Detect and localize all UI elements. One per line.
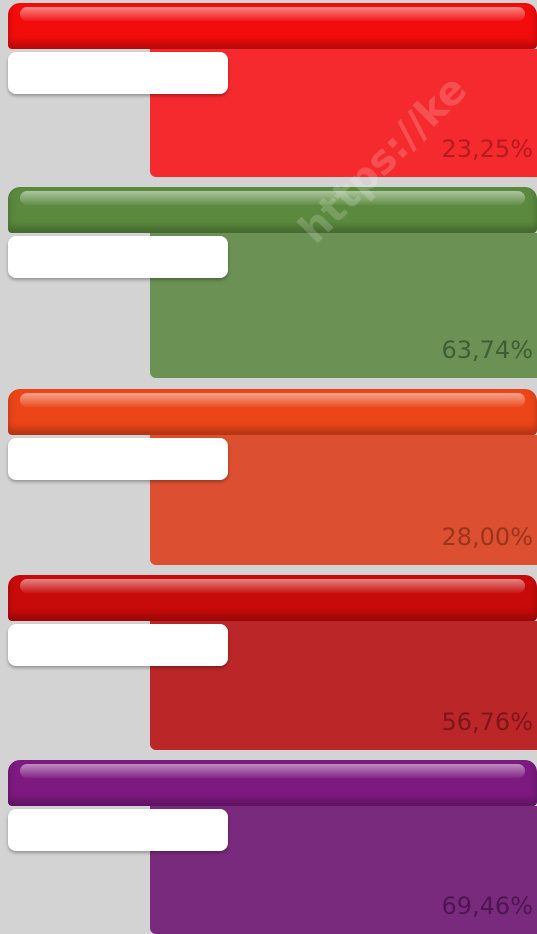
card-header	[8, 575, 537, 621]
card-header	[8, 187, 537, 233]
name-field	[8, 438, 228, 480]
name-field	[8, 236, 228, 278]
card: 23,25%	[0, 3, 537, 177]
card: 28,00%	[0, 389, 537, 565]
percentage: 63,74%	[441, 336, 533, 364]
card: 63,74%	[0, 187, 537, 378]
card-header	[8, 3, 537, 49]
percentage: 23,25%	[441, 135, 533, 163]
card: 56,76%	[0, 575, 537, 750]
name-field	[8, 624, 228, 666]
percentage: 69,46%	[441, 892, 533, 920]
name-field	[8, 52, 228, 94]
card-header	[8, 760, 537, 806]
card-header	[8, 389, 537, 435]
percentage: 56,76%	[441, 708, 533, 736]
percentage: 28,00%	[441, 523, 533, 551]
name-field	[8, 809, 228, 851]
card: 69,46%	[0, 760, 537, 934]
